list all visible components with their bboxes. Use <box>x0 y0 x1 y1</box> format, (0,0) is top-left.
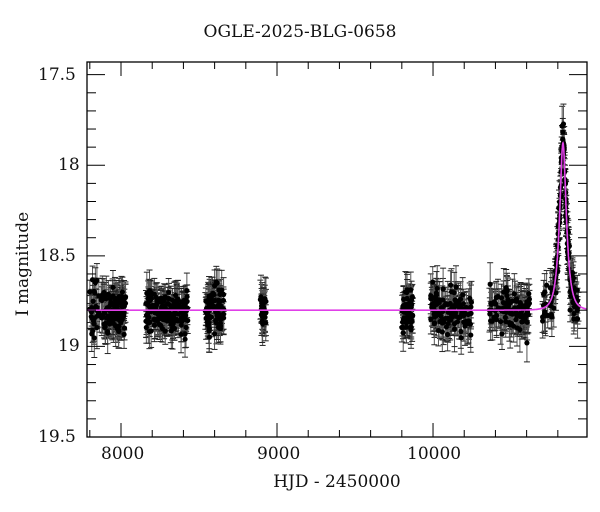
data-points <box>87 121 582 346</box>
plot-frame <box>86 61 588 438</box>
y-tick-label: 18 <box>58 155 80 175</box>
y-tick-label: 19 <box>58 336 80 356</box>
x-axis-label: HJD - 2450000 <box>273 472 401 492</box>
x-tick-label: 8000 <box>101 444 145 464</box>
chart-title: OGLE-2025-BLG-0658 <box>203 22 397 42</box>
axis-ticks <box>87 62 587 438</box>
y-tick-label: 17.5 <box>38 65 76 85</box>
y-tick-label: 18.5 <box>38 246 76 266</box>
x-tick-label: 10000 <box>407 444 462 464</box>
model-curve <box>87 141 588 311</box>
x-tick-label: 9000 <box>257 444 301 464</box>
y-tick-label: 19.5 <box>38 427 76 447</box>
y-axis-label: I magnitude <box>13 211 33 317</box>
